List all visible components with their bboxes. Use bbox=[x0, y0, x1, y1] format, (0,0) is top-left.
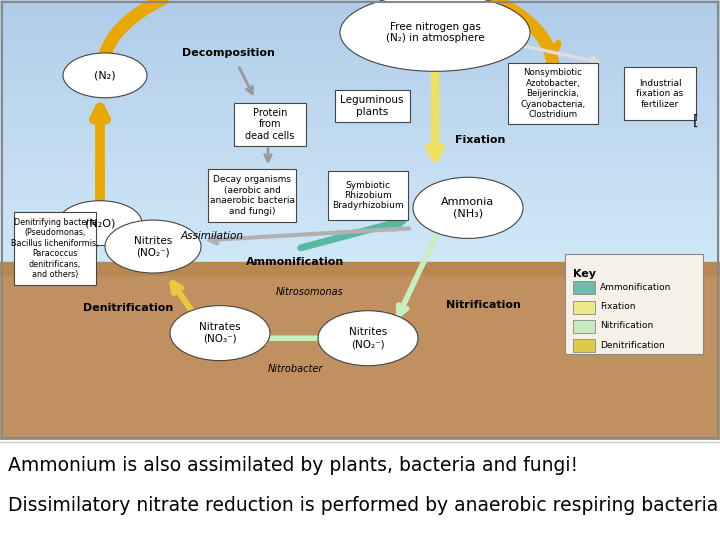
Text: Dissimilatory nitrate reduction is performed by anaerobic respiring bacteria.: Dissimilatory nitrate reduction is perfo… bbox=[8, 496, 720, 515]
Bar bbox=[573, 281, 595, 294]
Bar bbox=[573, 339, 595, 353]
Text: Nitrosomonas: Nitrosomonas bbox=[276, 287, 344, 298]
Bar bbox=[208, 169, 296, 222]
Text: Assimilation: Assimilation bbox=[181, 231, 243, 241]
Bar bbox=[565, 254, 703, 354]
Text: Nitrobacter: Nitrobacter bbox=[267, 364, 323, 374]
Text: Denitrification: Denitrification bbox=[83, 302, 173, 313]
Bar bbox=[573, 301, 595, 314]
Bar bbox=[234, 103, 306, 146]
Text: Ammonification: Ammonification bbox=[600, 283, 671, 292]
Bar bbox=[573, 320, 595, 333]
Bar bbox=[0, 0, 720, 73]
Bar bbox=[0, 0, 720, 124]
Text: Fixation: Fixation bbox=[455, 134, 505, 145]
Ellipse shape bbox=[340, 0, 530, 71]
Bar bbox=[508, 63, 598, 124]
Text: Fixation: Fixation bbox=[600, 302, 636, 311]
Text: Industrial
fixation as
fertilizer: Industrial fixation as fertilizer bbox=[636, 79, 683, 109]
Text: Ammonium is also assimilated by plants, bacteria and fungi!: Ammonium is also assimilated by plants, … bbox=[8, 456, 578, 475]
Ellipse shape bbox=[105, 220, 201, 273]
Bar bbox=[624, 68, 696, 120]
Text: Symbiotic
Rhizobium
Bradyrhizobium: Symbiotic Rhizobium Bradyrhizobium bbox=[332, 181, 404, 211]
Text: Key: Key bbox=[573, 269, 596, 279]
Bar bbox=[335, 90, 410, 122]
Text: Ammonia
(NH₃): Ammonia (NH₃) bbox=[441, 197, 495, 219]
Text: Nitrification: Nitrification bbox=[600, 321, 653, 330]
Bar bbox=[14, 212, 96, 285]
Text: Ammonification: Ammonification bbox=[246, 257, 344, 267]
Bar bbox=[0, 0, 720, 262]
Ellipse shape bbox=[413, 177, 523, 238]
Bar bbox=[328, 171, 408, 220]
Text: [: [ bbox=[692, 114, 698, 128]
Text: Decomposition: Decomposition bbox=[181, 48, 274, 58]
Text: Nitrites
(NO₂⁻): Nitrites (NO₂⁻) bbox=[134, 236, 172, 258]
Text: Denitrifying bacteria
(Pseudomonas,
Bacillus licheniformis,
Paracoccus
denitrifi: Denitrifying bacteria (Pseudomonas, Baci… bbox=[12, 218, 99, 279]
Bar bbox=[0, 0, 720, 185]
Text: Nitrates
(NO₃⁻): Nitrates (NO₃⁻) bbox=[199, 322, 240, 344]
Ellipse shape bbox=[58, 201, 142, 246]
Text: Nonsymbiotic
Azotobacter,
Beijerinckia,
Cyanobacteria,
Clostridium: Nonsymbiotic Azotobacter, Beijerinckia, … bbox=[521, 69, 585, 119]
Text: Nitrification: Nitrification bbox=[446, 300, 521, 309]
Text: (N₂): (N₂) bbox=[94, 70, 116, 80]
Ellipse shape bbox=[318, 310, 418, 366]
Ellipse shape bbox=[63, 53, 147, 98]
Text: Denitrification: Denitrification bbox=[600, 341, 665, 350]
Text: (N₂O): (N₂O) bbox=[85, 218, 115, 228]
Ellipse shape bbox=[170, 306, 270, 361]
Text: Free nitrogen gas
(N₂) in atmosphere: Free nitrogen gas (N₂) in atmosphere bbox=[386, 22, 485, 43]
Text: Protein
from
dead cells: Protein from dead cells bbox=[246, 107, 294, 141]
Text: Decay organisms
(aerobic and
anaerobic bacteria
and fungi): Decay organisms (aerobic and anaerobic b… bbox=[210, 176, 294, 215]
Text: Nitrites
(NO₂⁻): Nitrites (NO₂⁻) bbox=[349, 327, 387, 349]
Text: Leguminous
plants: Leguminous plants bbox=[341, 95, 404, 117]
